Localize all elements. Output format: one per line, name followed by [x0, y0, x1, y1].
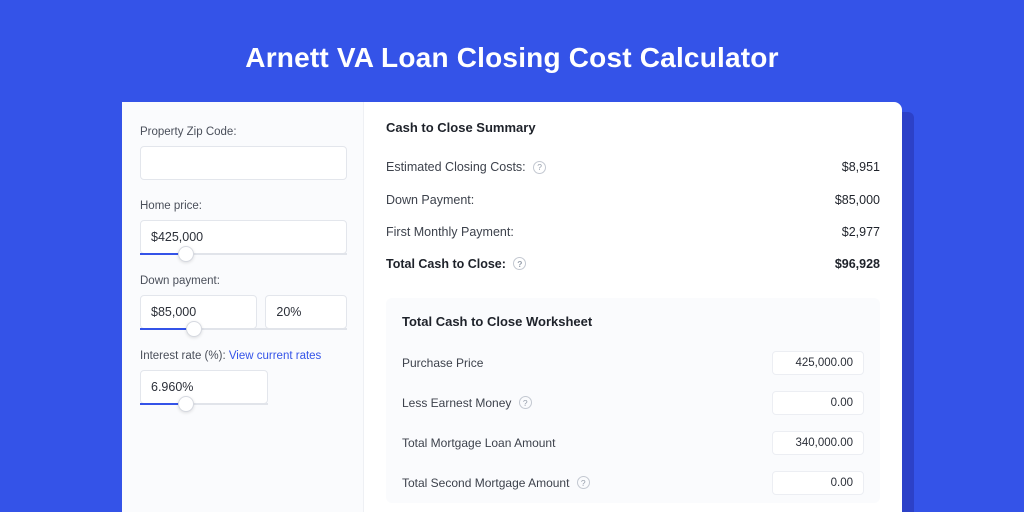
view-rates-link[interactable]: View current rates — [229, 350, 321, 362]
down-payment-field-group: Down payment: — [140, 275, 347, 330]
summary-label-text: Estimated Closing Costs: — [386, 160, 526, 174]
interest-rate-input[interactable] — [140, 370, 268, 404]
worksheet-label: Purchase Price — [402, 356, 483, 370]
worksheet-section: Total Cash to Close Worksheet Purchase P… — [386, 298, 880, 503]
worksheet-label: Total Second Mortgage Amount ? — [402, 476, 590, 491]
worksheet-label: Total Mortgage Loan Amount — [402, 436, 555, 450]
home-price-input[interactable] — [140, 220, 347, 254]
help-icon[interactable]: ? — [577, 476, 590, 489]
slider-thumb[interactable] — [178, 246, 194, 262]
worksheet-row-mortgage-amount: Total Mortgage Loan Amount 340,000.00 — [402, 423, 864, 463]
worksheet-label-text: Less Earnest Money — [402, 396, 511, 410]
slider-thumb[interactable] — [178, 396, 194, 412]
home-price-slider[interactable] — [140, 253, 347, 255]
help-icon[interactable]: ? — [533, 161, 546, 174]
interest-rate-field-group: Interest rate (%): View current rates — [140, 350, 347, 405]
summary-label: Estimated Closing Costs: ? — [386, 160, 546, 175]
interest-rate-label: Interest rate (%): View current rates — [140, 350, 347, 362]
slider-thumb[interactable] — [186, 321, 202, 337]
worksheet-value[interactable]: 425,000.00 — [772, 351, 864, 375]
slider-track — [140, 253, 347, 255]
worksheet-heading: Total Cash to Close Worksheet — [402, 314, 864, 329]
home-price-label: Home price: — [140, 200, 347, 212]
worksheet-row-purchase-price: Purchase Price 425,000.00 — [402, 343, 864, 383]
interest-label-text: Interest rate (%): — [140, 350, 229, 362]
summary-label: Total Cash to Close: ? — [386, 257, 526, 272]
help-icon[interactable]: ? — [519, 396, 532, 409]
worksheet-row-earnest-money: Less Earnest Money ? 0.00 — [402, 383, 864, 423]
down-payment-slider[interactable] — [140, 328, 347, 330]
summary-label: First Monthly Payment: — [386, 225, 514, 239]
zip-input[interactable] — [140, 146, 347, 180]
slider-track — [140, 328, 347, 330]
summary-heading: Cash to Close Summary — [386, 120, 880, 135]
summary-value: $85,000 — [835, 193, 880, 207]
worksheet-label: Less Earnest Money ? — [402, 396, 532, 411]
worksheet-value[interactable]: 0.00 — [772, 471, 864, 495]
worksheet-value[interactable]: 0.00 — [772, 391, 864, 415]
summary-value: $8,951 — [842, 160, 880, 174]
input-column: Property Zip Code: Home price: Down paym… — [122, 102, 364, 512]
zip-field-group: Property Zip Code: — [140, 126, 347, 180]
help-icon[interactable]: ? — [513, 257, 526, 270]
worksheet-label-text: Total Second Mortgage Amount — [402, 476, 569, 490]
calculator-panel: Property Zip Code: Home price: Down paym… — [122, 102, 902, 512]
slider-track — [140, 403, 268, 405]
summary-value: $96,928 — [835, 257, 880, 271]
summary-row-down-payment: Down Payment: $85,000 — [386, 184, 880, 216]
summary-row-first-monthly: First Monthly Payment: $2,977 — [386, 216, 880, 248]
worksheet-row-second-mortgage: Total Second Mortgage Amount ? 0.00 — [402, 463, 864, 503]
results-column: Cash to Close Summary Estimated Closing … — [364, 102, 902, 512]
home-price-field-group: Home price: — [140, 200, 347, 255]
summary-label: Down Payment: — [386, 193, 474, 207]
down-payment-label: Down payment: — [140, 275, 347, 287]
summary-row-closing-costs: Estimated Closing Costs: ? $8,951 — [386, 151, 880, 184]
interest-rate-slider[interactable] — [140, 403, 268, 405]
page-title: Arnett VA Loan Closing Cost Calculator — [245, 42, 778, 74]
down-payment-pct-input[interactable] — [265, 295, 347, 329]
zip-label: Property Zip Code: — [140, 126, 347, 138]
summary-row-total-cash: Total Cash to Close: ? $96,928 — [386, 248, 880, 281]
summary-label-text: Total Cash to Close: — [386, 257, 506, 271]
summary-value: $2,977 — [842, 225, 880, 239]
worksheet-value[interactable]: 340,000.00 — [772, 431, 864, 455]
